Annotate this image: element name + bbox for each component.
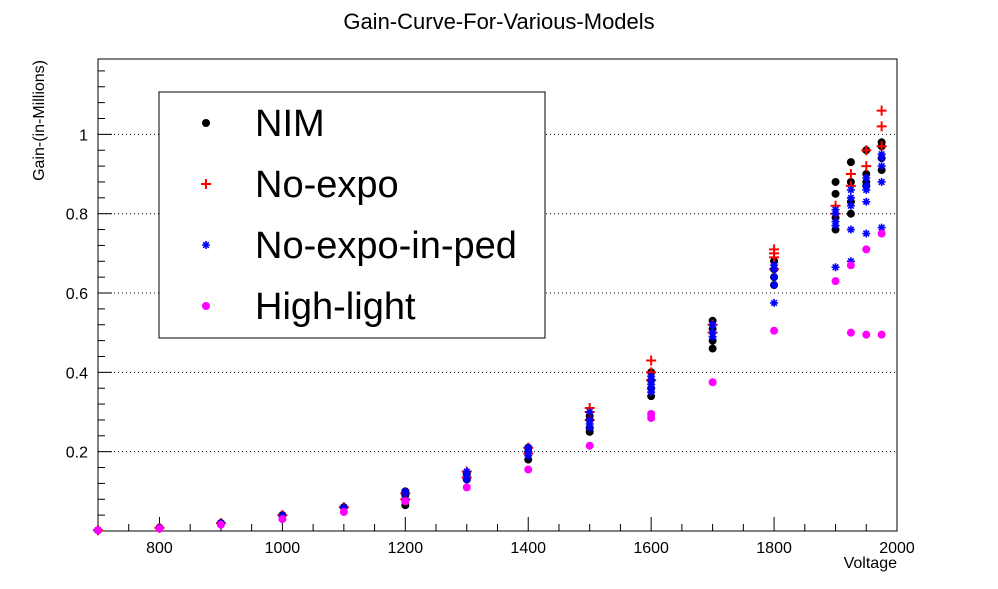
y-tick-label: 0.2 xyxy=(66,445,88,462)
legend-item: No-expo xyxy=(201,164,399,206)
data-point xyxy=(585,408,594,417)
data-point xyxy=(876,121,887,132)
data-point xyxy=(647,409,656,418)
data-point xyxy=(877,223,886,232)
data-point xyxy=(862,173,871,182)
data-point xyxy=(846,193,855,202)
legend-item: High-light xyxy=(202,286,416,328)
chart-title: Gain-Curve-For-Various-Models xyxy=(343,9,654,34)
data-point xyxy=(339,503,348,512)
data-point xyxy=(845,169,856,180)
x-tick-label: 1600 xyxy=(633,540,669,557)
data-point xyxy=(155,524,164,533)
data-point xyxy=(401,497,410,506)
data-point xyxy=(524,465,533,474)
x-tick-label: 1000 xyxy=(265,540,301,557)
legend-marker xyxy=(202,302,210,310)
series-high-light xyxy=(94,229,886,535)
data-point xyxy=(846,185,855,194)
axes: 800 1000 1200 1400 1600 1800 2000 0.2 0.4 0.6 0.8 1 xyxy=(66,58,915,557)
data-point xyxy=(877,330,886,339)
legend-label: No-expo xyxy=(255,164,399,206)
legend-item: NIM xyxy=(202,103,325,145)
legend-label: High-light xyxy=(255,286,416,328)
y-tick-label: 0.4 xyxy=(66,365,88,382)
data-point xyxy=(708,328,717,337)
data-point xyxy=(462,483,471,492)
data-point xyxy=(831,189,840,198)
data-points xyxy=(93,105,887,536)
legend-label: NIM xyxy=(255,103,325,145)
data-point xyxy=(770,326,779,335)
data-point xyxy=(831,177,840,186)
data-point xyxy=(278,515,287,524)
data-point xyxy=(846,261,855,270)
data-point xyxy=(708,320,717,329)
data-point xyxy=(339,507,348,516)
y-tick-label: 1 xyxy=(79,127,88,144)
data-point xyxy=(862,330,871,339)
x-axis-label: Voltage xyxy=(844,555,897,572)
data-point xyxy=(846,225,855,234)
data-point xyxy=(524,443,533,452)
data-point xyxy=(831,263,840,272)
data-point xyxy=(401,487,410,496)
data-point xyxy=(647,372,656,381)
data-point xyxy=(876,105,887,116)
legend-box xyxy=(158,91,546,339)
y-tick-label: 0.8 xyxy=(66,207,88,224)
data-point xyxy=(861,145,872,156)
data-point xyxy=(862,197,871,206)
data-point xyxy=(770,281,779,290)
data-point xyxy=(462,467,471,476)
legend-marker xyxy=(202,119,210,127)
data-point xyxy=(216,520,225,529)
data-point xyxy=(585,441,594,450)
data-point xyxy=(846,209,855,218)
x-tick-label: 1200 xyxy=(388,540,424,557)
data-point xyxy=(862,229,871,238)
legend-marker xyxy=(202,241,210,249)
data-point xyxy=(585,415,594,424)
data-point xyxy=(708,344,717,353)
legend: NIM No-expo No-expo-in-ped High-light xyxy=(158,91,546,339)
legend-label: No-expo-in-ped xyxy=(255,225,517,267)
data-point xyxy=(877,177,886,186)
data-point xyxy=(770,298,779,307)
x-tick-label: 2000 xyxy=(879,540,915,557)
data-point xyxy=(877,229,886,238)
legend-item: No-expo-in-ped xyxy=(202,225,517,267)
y-axis-label: Gain-(in-Millions) xyxy=(31,60,48,181)
x-tick-label: 800 xyxy=(146,540,173,557)
data-point xyxy=(846,201,855,210)
data-point xyxy=(846,158,855,167)
data-point xyxy=(876,141,887,152)
y-tick-label: 0.6 xyxy=(66,286,88,303)
data-point xyxy=(831,217,840,226)
data-point xyxy=(708,378,717,387)
data-point xyxy=(770,261,779,270)
data-point xyxy=(769,244,780,255)
legend-marker xyxy=(201,179,211,189)
x-tick-label: 1800 xyxy=(756,540,792,557)
data-point xyxy=(861,161,872,172)
x-tick-label: 1400 xyxy=(510,540,546,557)
data-point xyxy=(862,181,871,190)
data-point xyxy=(877,162,886,171)
data-point xyxy=(94,526,102,535)
data-point xyxy=(831,277,840,286)
data-point xyxy=(831,205,840,214)
data-point xyxy=(877,150,886,159)
data-point xyxy=(862,245,871,254)
data-point xyxy=(846,328,855,337)
data-point xyxy=(770,273,779,282)
data-point xyxy=(646,355,657,366)
